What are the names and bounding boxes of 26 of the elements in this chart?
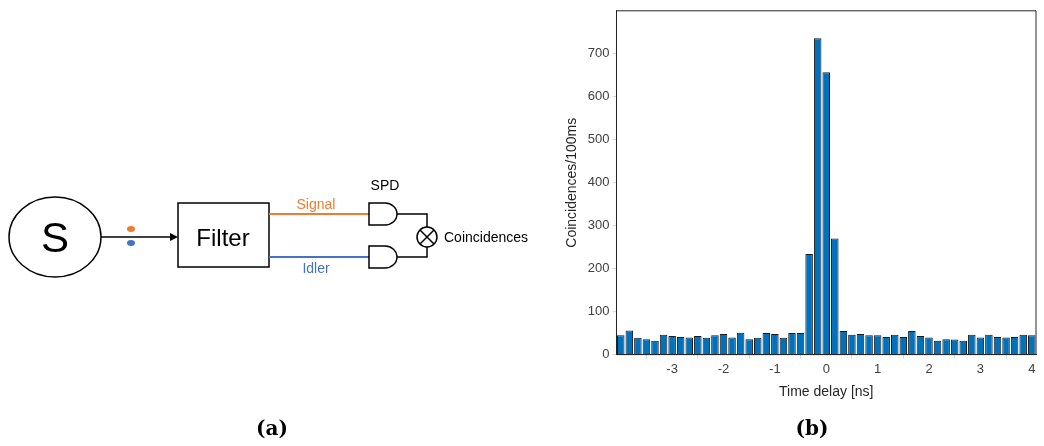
x-tick-label: 4 — [1028, 360, 1036, 376]
text: Filter — [196, 224, 250, 251]
x-tick-label: -3 — [666, 360, 678, 376]
y-tick-label: 700 — [587, 45, 610, 61]
x-tick-label: 1 — [874, 360, 882, 376]
y-tick-label: 0 — [602, 346, 610, 362]
y-tick-label: 600 — [587, 88, 610, 104]
x-tick-label: -1 — [769, 360, 781, 376]
y-tick-label: 300 — [587, 217, 610, 233]
text: Signal — [296, 196, 336, 212]
x-tick-label: 3 — [976, 360, 984, 376]
x-tick-label: -2 — [717, 360, 730, 376]
text: (b) — [795, 416, 829, 440]
text: SPD — [370, 177, 400, 193]
x-tick-label: 0 — [822, 360, 830, 376]
x-tick-label: 2 — [925, 360, 933, 376]
text: Idler — [302, 260, 330, 276]
text: S — [40, 214, 70, 261]
y-axis-title: Coincidences/100ms — [563, 117, 580, 248]
y-tick-label: 100 — [587, 303, 610, 319]
x-axis-title: Time delay [ns] — [779, 383, 874, 400]
text: Coincidences — [444, 229, 529, 245]
y-tick-label: 200 — [587, 260, 610, 276]
y-tick-label: 400 — [587, 174, 610, 190]
text: (a) — [256, 416, 288, 440]
y-tick-label: 500 — [587, 131, 610, 147]
